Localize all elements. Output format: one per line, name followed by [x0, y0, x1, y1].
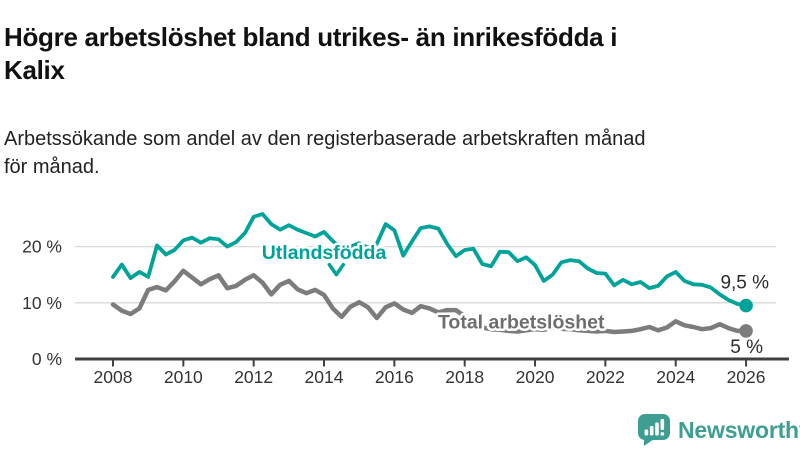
series-end-dot-utlandsfodda	[739, 298, 753, 313]
y-axis-tick-label: 10 %	[22, 293, 62, 313]
x-axis-tick-label: 2014	[305, 367, 344, 387]
chart-subtitle: Arbetssökande som andel av den registerb…	[4, 126, 794, 181]
x-axis-tick-label: 2026	[727, 367, 766, 387]
series-annotation-label: Utlandsfödda	[262, 242, 387, 264]
chart-speech-bubble-icon	[638, 414, 670, 446]
series-line-total-arbetsloshet	[110, 268, 749, 335]
newsworthy-logo: Newsworthy	[637, 413, 800, 447]
series-end-dot-total-arbetsloshet	[739, 324, 753, 338]
x-axis-tick-label: 2018	[445, 367, 484, 387]
chevron-down-icon	[327, 262, 346, 277]
series-end-value-label-total-arbetsloshet: 5 %	[730, 337, 763, 358]
series-end-value-label-utlandsfodda: 9,5 %	[720, 273, 769, 294]
y-axis-tick-label: 20 %	[22, 237, 62, 257]
chart-subtitle-line-1: Arbetssökande som andel av den registerb…	[4, 128, 646, 150]
newsworthy-logo-text: Newsworthy	[678, 416, 800, 443]
page-title-line-1: Högre arbetslöshet bland utrikes- än inr…	[4, 22, 618, 53]
chart-subtitle-line-2: för månad.	[4, 155, 100, 178]
x-axis-tick-label: 2020	[516, 367, 555, 387]
x-axis-tick-label: 2016	[375, 367, 414, 387]
series-annotation-label: Total arbetslöshet	[438, 312, 605, 334]
x-axis-tick-label: 2008	[94, 367, 133, 387]
series-line-utlandsfodda	[111, 212, 748, 308]
x-axis-tick-label: 2012	[234, 367, 273, 387]
page-title: Högre arbetslöshet bland utrikes- än inr…	[4, 21, 784, 87]
x-axis-tick-label: 2022	[586, 367, 625, 387]
page-title-line-2: Kalix	[4, 55, 65, 86]
x-axis-tick-label: 2024	[656, 367, 695, 387]
x-axis-tick-label: 2010	[164, 367, 203, 387]
y-axis-tick-label: 0 %	[32, 349, 62, 369]
